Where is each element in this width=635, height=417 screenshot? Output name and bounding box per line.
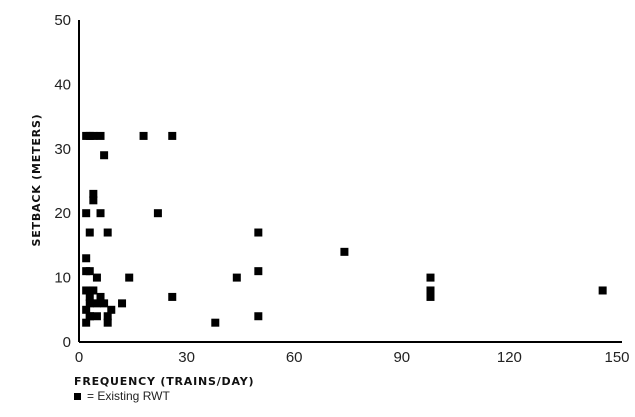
data-point <box>118 299 127 308</box>
data-point <box>89 286 98 295</box>
data-point <box>85 292 94 301</box>
legend-label: = Existing RWT <box>87 389 170 403</box>
data-point <box>103 312 112 321</box>
x-tick-label: 30 <box>178 349 195 366</box>
data-point <box>598 286 607 295</box>
data-point <box>107 305 116 314</box>
y-tick-label: 30 <box>54 141 71 158</box>
data-point <box>139 131 148 140</box>
x-tick-label: 150 <box>604 349 629 366</box>
data-point <box>100 299 109 308</box>
data-point <box>96 131 105 140</box>
x-tick-labels: 0 30 60 90 120 150 <box>75 349 630 366</box>
data-point <box>211 318 220 327</box>
data-point <box>89 196 98 205</box>
data-point <box>92 273 101 282</box>
data-point <box>103 318 112 327</box>
data-point <box>89 189 98 198</box>
data-point <box>85 299 94 308</box>
data-point <box>125 273 134 282</box>
data-point <box>100 151 109 160</box>
data-point <box>92 299 101 308</box>
data-point <box>96 292 105 301</box>
data-point <box>153 209 162 218</box>
data-point <box>426 273 435 282</box>
data-point <box>82 209 91 218</box>
data-point <box>426 286 435 295</box>
data-point <box>168 131 177 140</box>
y-tick-label: 50 <box>54 12 71 29</box>
data-point <box>82 305 91 314</box>
data-point <box>82 254 91 263</box>
x-axis-title: FREQUENCY (TRAINS/DAY) <box>74 375 254 388</box>
x-tick-label: 0 <box>75 349 83 366</box>
x-tick-label: 90 <box>393 349 410 366</box>
data-point <box>82 318 91 327</box>
x-tick-label: 60 <box>286 349 303 366</box>
data-point <box>426 292 435 301</box>
data-point <box>103 228 112 237</box>
legend-marker-icon <box>74 392 81 400</box>
y-tick-label: 20 <box>54 205 71 222</box>
y-tick-label: 0 <box>63 334 71 351</box>
x-tick-label: 120 <box>497 349 522 366</box>
data-point <box>85 312 94 321</box>
y-tick-label: 40 <box>54 76 71 93</box>
data-point <box>254 312 263 321</box>
data-point <box>85 267 94 276</box>
data-point <box>340 247 349 256</box>
data-point <box>89 131 98 140</box>
y-tick-label: 10 <box>54 270 71 287</box>
legend: = Existing RWT <box>74 389 170 403</box>
y-tick-labels: 0 10 20 30 40 50 <box>54 12 71 351</box>
y-axis-title: SETBACK (METERS) <box>30 114 43 247</box>
data-point <box>96 209 105 218</box>
data-point <box>85 228 94 237</box>
data-point <box>254 228 263 237</box>
data-points <box>82 131 607 327</box>
data-point <box>92 312 101 321</box>
data-point <box>168 292 177 301</box>
data-point <box>254 267 263 276</box>
data-point <box>232 273 241 282</box>
